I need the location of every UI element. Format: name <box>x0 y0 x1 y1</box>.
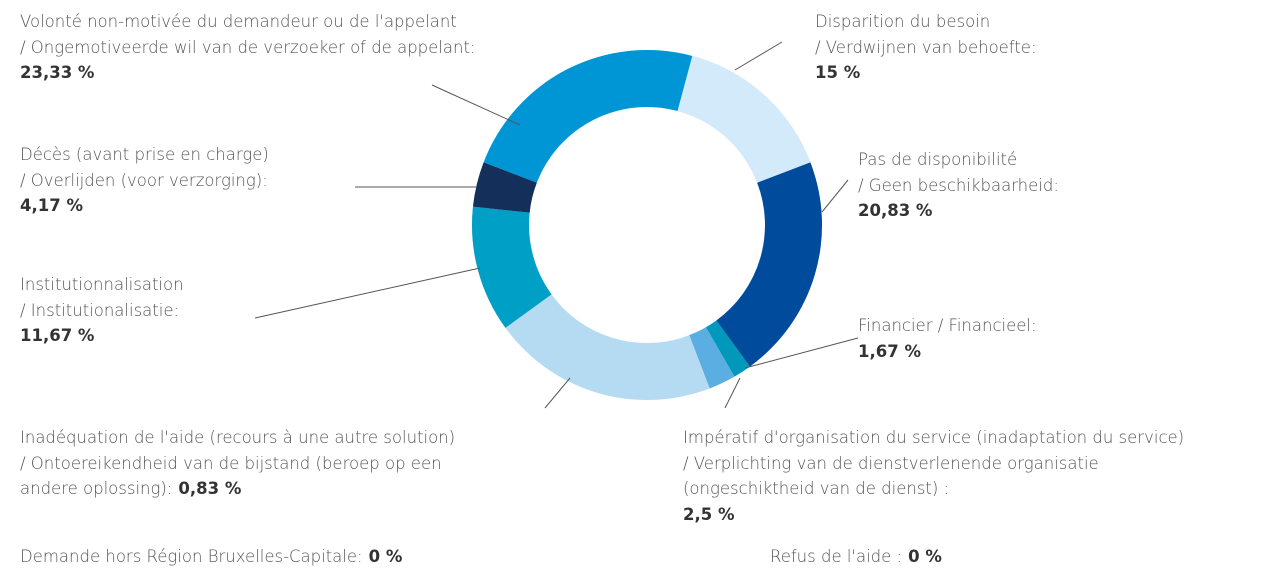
label-line: Volonté non-motivée du demandeur ou de l… <box>20 9 475 35</box>
value-label: 0,83 % <box>178 479 242 498</box>
leader-line <box>744 337 859 369</box>
label-text: Demande hors Région Bruxelles-Capitale: <box>20 547 363 566</box>
label-text: Pas de disponibilité <box>858 150 1018 169</box>
label: Inadéquation de l'aide (recours à une au… <box>20 425 455 502</box>
value-label: 20,83 % <box>858 201 933 220</box>
label-line: / Overlijden (voor verzorging): <box>20 168 269 194</box>
slice <box>483 50 693 183</box>
label-line: Inadéquation de l'aide (recours à une au… <box>20 425 455 451</box>
slice <box>689 327 735 389</box>
label-text: Disparition du besoin <box>815 12 991 31</box>
label-line: Disparition du besoin <box>815 9 1037 35</box>
label-line: / Verplichting van de dienstverlenende o… <box>683 451 1184 477</box>
label: Demande hors Région Bruxelles-Capitale: 0… <box>20 544 402 570</box>
label: Disparition du besoin / Verdwijnen van be… <box>815 9 1037 86</box>
leader-line <box>724 377 741 409</box>
value-label: 1,67 % <box>858 341 921 361</box>
leader-line <box>431 84 521 126</box>
label: Financier / Financieel: 1,67 % <box>858 313 1037 364</box>
slice <box>683 335 710 392</box>
label-text: Impératif d'organisation du service (ina… <box>683 428 1185 447</box>
label-text: / Institutionalisatie: <box>20 300 180 320</box>
label-text: Volonté non-motivée du demandeur ou de l… <box>20 12 457 31</box>
value-label: 23,33 % <box>20 63 95 82</box>
label-line: Pas de disponibilité <box>858 147 1059 173</box>
label-line: andere oplossing): 0,83 % <box>20 476 455 502</box>
label-text: Institutionnalisation <box>20 275 184 294</box>
value-label: 11,67 % <box>20 326 95 345</box>
value-label: 0 % <box>368 547 403 566</box>
value-label: 0 % <box>908 547 942 566</box>
label-line: / Ongemotiveerde wil van de verzoeker of… <box>20 35 475 61</box>
label-text: / Verdwijnen van behoefte: <box>815 37 1037 57</box>
leader-line <box>254 267 481 319</box>
label-text: / Verplichting van de dienstverlenende o… <box>683 453 1099 473</box>
slice <box>472 162 537 213</box>
label-text: / Geen beschikbaarheid: <box>858 175 1059 195</box>
leader-line <box>544 377 571 409</box>
label-text: Décès (avant prise en charge) <box>20 145 269 164</box>
slice <box>472 206 552 328</box>
value-label: 15 % <box>815 63 861 82</box>
value-label: 4,17 % <box>20 196 83 215</box>
label-text: andere oplossing): <box>20 479 173 498</box>
label: Décès (avant prise en charge) / Overlijde… <box>20 142 269 219</box>
label-text: (ongeschiktheid van de dienst) : <box>683 479 950 498</box>
slice <box>705 320 750 377</box>
label-text: Financier / Financieel: <box>858 316 1037 335</box>
label-line: / Verdwijnen van behoefte: <box>815 35 1037 61</box>
label: Institutionnalisation / Institutionalisat… <box>20 272 184 349</box>
leader-line <box>821 179 849 213</box>
label-line: Décès (avant prise en charge) <box>20 142 269 168</box>
label-line: Impératif d'organisation du service (ina… <box>683 425 1184 451</box>
label-line: / Ontoereikendheid van de bijstand (bero… <box>20 451 455 477</box>
label-text: Refus de l'aide : <box>770 547 903 566</box>
label-line: / Geen beschikbaarheid: <box>858 173 1059 199</box>
label-line: Refus de l'aide : 0 % <box>770 544 942 570</box>
label-text: / Ontoereikendheid van de bijstand (bero… <box>20 453 442 473</box>
slice <box>716 162 822 367</box>
value-label: 2,5 % <box>683 504 735 524</box>
label-line: (ongeschiktheid van de dienst) : <box>683 476 1184 502</box>
label: Volonté non-motivée du demandeur ou de l… <box>20 9 475 86</box>
slice <box>677 55 811 183</box>
label-line: Demande hors Région Bruxelles-Capitale: 0… <box>20 544 402 570</box>
label: Pas de disponibilité / Geen beschikbaarhe… <box>858 147 1059 224</box>
label: Refus de l'aide : 0 % <box>770 544 942 570</box>
label: Impératif d'organisation du service (ina… <box>683 425 1184 527</box>
label-text: / Overlijden (voor verzorging): <box>20 170 268 190</box>
leader-line <box>734 41 783 71</box>
label-text: Inadéquation de l'aide (recours à une au… <box>20 428 456 447</box>
label-line: Institutionnalisation <box>20 272 184 298</box>
label-text: / Ongemotiveerde wil van de verzoeker of… <box>20 37 476 57</box>
label-line: Financier / Financieel: <box>858 313 1037 339</box>
label-line: / Institutionalisatie: <box>20 298 184 324</box>
